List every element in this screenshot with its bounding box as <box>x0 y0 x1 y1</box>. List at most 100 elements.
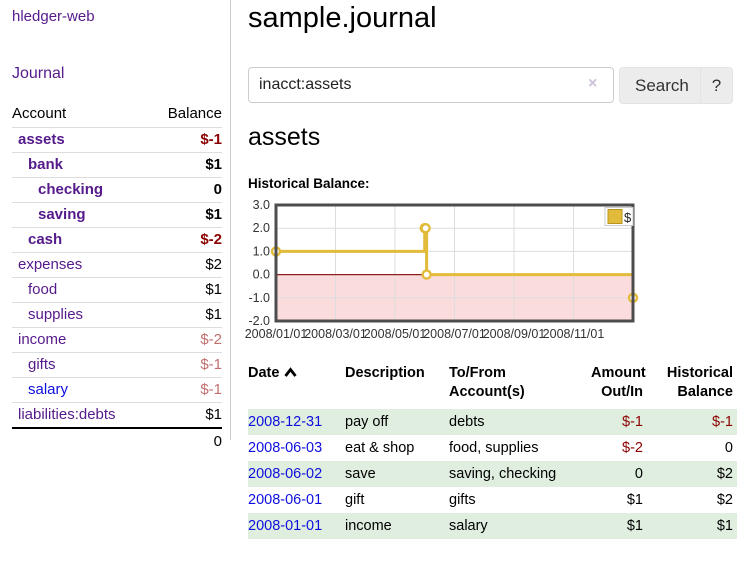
transaction-amount: $1 <box>626 518 643 534</box>
account-link-checking[interactable]: checking <box>38 181 104 198</box>
account-link-expenses[interactable]: expenses <box>18 256 83 273</box>
account-row: assets $-1 <box>12 127 222 153</box>
transaction-date-link[interactable]: 2008-06-03 <box>248 440 323 456</box>
y-axis-tick-label: 1.0 <box>253 244 270 258</box>
transaction-accounts: salary <box>449 518 488 534</box>
account-link-gifts[interactable]: gifts <box>28 356 56 373</box>
x-axis-tick-label: 2008/03/01 <box>304 327 367 341</box>
account-row: expenses $2 <box>12 252 222 278</box>
transaction-date-link[interactable]: 2008-01-01 <box>248 518 323 534</box>
column-header-label: Description <box>345 365 425 381</box>
transaction-description: pay off <box>345 414 389 430</box>
y-axis-tick-label: -1.0 <box>248 291 270 305</box>
transaction-description: save <box>345 466 376 482</box>
account-balance: $1 <box>149 152 222 178</box>
transaction-balance: $2 <box>716 492 733 508</box>
y-axis-tick-label: -2.0 <box>248 314 270 328</box>
account-link-income[interactable]: income <box>18 331 67 348</box>
column-header-label: Out/In <box>601 384 643 400</box>
chart-frame <box>274 203 635 323</box>
transaction-row: 2008-12-31 pay off debts $-1 $-1 <box>248 409 737 435</box>
transaction-date-link[interactable]: 2008-06-01 <box>248 492 323 508</box>
column-header-date[interactable]: Date <box>248 362 345 409</box>
column-header-label: Date <box>248 364 345 383</box>
account-link-liabilities-debts[interactable]: liabilities:debts <box>18 406 116 423</box>
legend-label: $ <box>624 210 632 225</box>
transaction-accounts: debts <box>449 414 485 430</box>
sidebar: hledger-web Journal Account Balance asse… <box>0 0 231 455</box>
account-balance: $1 <box>149 402 222 428</box>
account-balance: $1 <box>149 202 222 228</box>
column-header-label: Account(s) <box>449 384 525 400</box>
account-balance: $2 <box>149 252 222 278</box>
transaction-accounts: gifts <box>449 492 476 508</box>
account-link-supplies[interactable]: supplies <box>28 306 84 323</box>
account-heading: assets <box>248 123 321 151</box>
page-title: sample.journal <box>248 2 437 34</box>
chart-title: Historical Balance: <box>248 176 370 191</box>
x-axis-tick-label: 2008/07/01 <box>423 327 486 341</box>
help-button[interactable]: ? <box>700 67 733 104</box>
data-point-marker <box>421 269 432 280</box>
column-header-to-from: To/From Account(s) <box>449 362 591 409</box>
account-balance: 0 <box>149 177 222 203</box>
accounts-header-account: Account <box>12 105 67 122</box>
search-input[interactable] <box>248 67 614 103</box>
account-row: gifts $-1 <box>12 352 222 378</box>
accounts-total-value: 0 <box>149 427 222 455</box>
account-balance: $-1 <box>149 377 222 403</box>
account-balance: $1 <box>149 277 222 303</box>
column-header-label: Historical <box>666 365 733 381</box>
transaction-amount: $-1 <box>622 414 643 430</box>
sidebar-item-journal[interactable]: Journal <box>12 65 65 82</box>
transaction-balance: $-1 <box>712 414 733 430</box>
account-link-bank[interactable]: bank <box>28 156 64 173</box>
app-brand-link[interactable]: hledger-web <box>12 8 95 25</box>
historical-balance-chart: $3.0 2.0 1.0 0.0 -1.0 -2.0 2008/01/01 2008/03/0… <box>243 198 742 346</box>
transaction-row: 2008-06-02 save saving, checking 0 $2 <box>248 461 737 487</box>
account-link-saving[interactable]: saving <box>38 206 86 223</box>
column-header-amount: Amount Out/In <box>591 362 653 409</box>
account-link-cash[interactable]: cash <box>28 231 63 248</box>
account-link-assets[interactable]: assets <box>18 131 65 148</box>
account-balance: $-2 <box>149 327 222 353</box>
column-header-label: To/From <box>449 365 506 381</box>
transaction-amount: $-2 <box>622 440 643 456</box>
transaction-description: income <box>345 518 392 534</box>
account-balance: $-1 <box>149 352 222 378</box>
account-row: food $1 <box>12 277 222 303</box>
account-link-food[interactable]: food <box>28 281 58 298</box>
accounts-header-balance: Balance <box>167 105 222 122</box>
transaction-balance: $1 <box>716 518 733 534</box>
transaction-amount: 0 <box>634 466 643 482</box>
x-axis-tick-label: 2008/05/01 <box>364 327 427 341</box>
y-axis-tick-label: 2.0 <box>253 221 270 235</box>
transaction-row: 2008-06-03 eat & shop food, supplies $-2 0 <box>248 435 737 461</box>
main-content: sample.journal × Search ? assets Histori… <box>245 0 742 582</box>
account-row: salary $-1 <box>12 377 222 403</box>
x-axis-tick-label: 2008/09/01 <box>483 327 546 341</box>
transaction-date-link[interactable]: 2008-06-02 <box>248 466 323 482</box>
account-row: income $-2 <box>12 327 222 353</box>
clear-search-icon[interactable]: × <box>588 75 598 92</box>
account-row: cash $-2 <box>12 227 222 253</box>
search-button[interactable]: Search <box>619 67 705 104</box>
account-link-salary[interactable]: salary <box>28 381 69 398</box>
x-axis-tick-label: 2008/01/01 <box>245 327 308 341</box>
account-balance: $-1 <box>149 127 222 153</box>
accounts-table: Account Balance assets $-1 bank $1 checking 0… <box>12 101 222 455</box>
transactions-header-row: Date Description To/From Account(s) Amount Ou… <box>248 362 737 409</box>
transaction-description: gift <box>345 492 365 508</box>
column-header-historical: Historical Balance <box>653 362 737 409</box>
x-axis-tick-label: 2008/11/01 <box>543 327 605 341</box>
transaction-row: 2008-06-01 gift gifts $1 $2 <box>248 487 737 513</box>
accounts-total-row: 0 <box>12 427 222 455</box>
transaction-amount: $1 <box>626 492 643 508</box>
account-row: supplies $1 <box>12 302 222 328</box>
transaction-row: 2008-01-01 income salary $1 $1 <box>248 513 737 539</box>
transaction-balance: 0 <box>724 440 733 456</box>
transaction-date-link[interactable]: 2008-12-31 <box>248 414 323 430</box>
sort-ascending-icon <box>284 367 298 377</box>
column-header-description: Description <box>345 362 449 409</box>
account-row: checking 0 <box>12 177 222 203</box>
